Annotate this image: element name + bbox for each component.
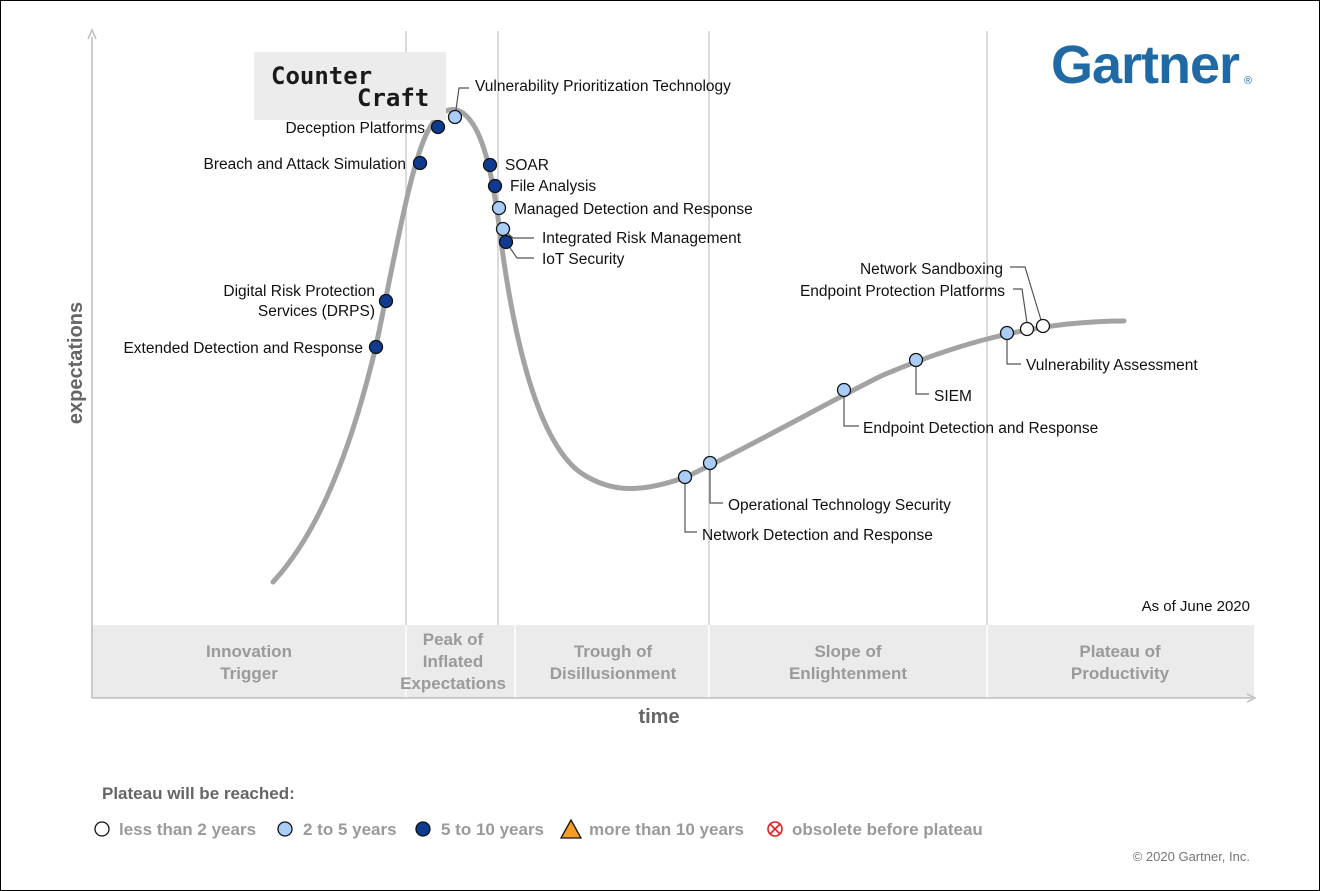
leader-line	[1010, 266, 1042, 321]
tech-label: Integrated Risk Management	[542, 230, 742, 247]
countercraft-logo-text: Counter	[271, 62, 372, 90]
legend-marker-5-to-10-years	[415, 821, 431, 837]
hype-curve	[270, 107, 1127, 585]
tech-marker	[378, 293, 394, 309]
leader-line	[915, 360, 929, 395]
legend-label: 5 to 10 years	[441, 820, 544, 839]
countercraft-logo: Counter Craft	[254, 52, 446, 120]
countercraft-logo-text: Craft	[357, 84, 429, 112]
leader-line	[843, 390, 859, 427]
tech-label: Extended Detection and Response	[123, 340, 363, 357]
phase-label-slope: Slope of Enlightenment	[789, 642, 907, 683]
tech-label: IoT Security	[542, 251, 625, 268]
tech-marker	[430, 119, 446, 135]
tech-label: Operational Technology Security	[728, 497, 951, 514]
x-axis-arrow	[1246, 693, 1257, 703]
legend-label: more than 10 years	[589, 820, 744, 839]
leader-line	[454, 87, 469, 118]
tech-marker	[836, 382, 852, 398]
phase-label-plateau: Plateau of Productivity	[1071, 642, 1170, 683]
as-of-date: As of June 2020	[1142, 598, 1250, 615]
phase-label-peak: Peak of Inflated Expectations	[400, 630, 506, 693]
leader-line	[684, 477, 697, 533]
tech-label: Endpoint Protection Platforms	[800, 283, 1005, 300]
tech-marker	[368, 339, 384, 355]
gartner-logo-registered-mark: ®	[1244, 75, 1252, 87]
tech-label: Managed Detection and Response	[514, 201, 753, 218]
tech-marker	[908, 352, 924, 368]
tech-label-line: Digital Risk Protection	[223, 283, 375, 300]
phase-band	[92, 625, 1254, 698]
y-axis-label: expectations	[65, 302, 87, 424]
tech-label: Digital Risk Protection Services (DRPS)	[223, 283, 375, 320]
phase-label-trough: Trough of Disillusionment	[550, 642, 677, 683]
tech-label: Endpoint Detection and Response	[863, 420, 1098, 437]
tech-label: Breach and Attack Simulation	[204, 156, 406, 173]
gartner-logo: Gartner	[1051, 35, 1240, 95]
y-axis-arrow	[87, 28, 97, 40]
tech-marker	[1035, 318, 1051, 334]
legend-marker-obsolete-before-plateau	[767, 821, 783, 837]
tech-label-line: Services (DRPS)	[258, 303, 375, 320]
copyright: © 2020 Gartner, Inc.	[1133, 849, 1250, 864]
tech-label: Deception Platforms	[285, 120, 425, 137]
x-axis-label: time	[638, 706, 679, 728]
tech-label: SOAR	[505, 157, 549, 174]
tech-label: Network Sandboxing	[860, 261, 1003, 278]
leader-line	[709, 463, 723, 504]
tech-marker	[495, 221, 511, 237]
tech-label: SIEM	[934, 388, 972, 405]
tech-marker	[491, 200, 507, 216]
leader-line	[1006, 333, 1021, 365]
tech-marker	[677, 469, 693, 485]
legend-marker-less-than-2-years	[94, 821, 110, 837]
tech-marker	[498, 234, 514, 250]
tech-marker	[412, 155, 428, 171]
tech-marker	[1019, 321, 1035, 337]
tech-label: Network Detection and Response	[702, 527, 933, 544]
legend-marker-more-than-10-years	[559, 818, 583, 839]
tech-label: Vulnerability Assessment	[1026, 357, 1198, 374]
legend-title: Plateau will be reached:	[102, 784, 295, 803]
countercraft-logo-bg	[254, 52, 446, 120]
phase-label-innovation-trigger: Innovation Trigger	[206, 642, 292, 683]
tech-marker	[702, 455, 718, 471]
tech-marker	[482, 157, 498, 173]
legend: less than 2 years 2 to 5 years 5 to 10 y…	[94, 818, 983, 839]
legend-label: less than 2 years	[119, 820, 256, 839]
tech-label: File Analysis	[510, 178, 596, 195]
legend-label: obsolete before plateau	[792, 820, 983, 839]
tech-marker	[487, 178, 503, 194]
legend-label: 2 to 5 years	[303, 820, 397, 839]
tech-marker	[447, 109, 463, 125]
legend-marker-2-to-5-years	[277, 821, 293, 837]
tech-marker	[999, 325, 1015, 341]
tech-markers	[368, 109, 1051, 485]
tech-label: Vulnerability Prioritization Technology	[475, 78, 731, 95]
leader-line	[1013, 288, 1028, 324]
obsolete-cross-icon	[769, 823, 781, 835]
